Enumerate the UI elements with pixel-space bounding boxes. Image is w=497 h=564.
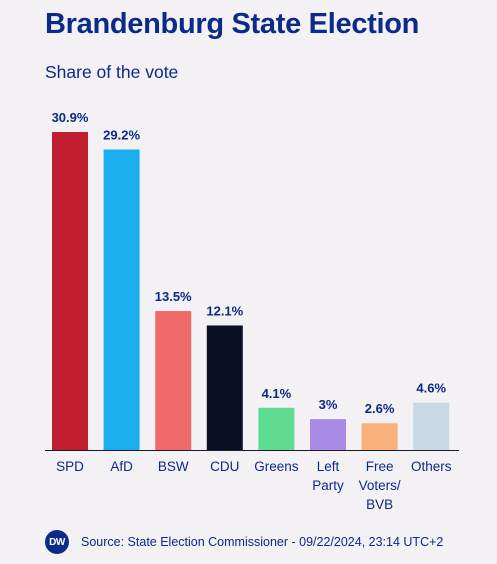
data-label: 29.2% [103, 127, 140, 142]
data-label: 4.6% [416, 381, 446, 396]
category-label: SPD [56, 459, 84, 474]
bar-greens [258, 407, 295, 450]
bar-free-voters-bvb [361, 423, 398, 450]
data-label: 30.9% [52, 110, 89, 125]
category-label: Greens [254, 459, 299, 474]
category-label: BSW [158, 459, 189, 474]
data-label: 13.5% [155, 289, 192, 304]
bar-bsw [155, 311, 192, 450]
data-label: 3% [319, 397, 338, 412]
source-footer: DW Source: State Election Commissioner -… [45, 530, 443, 554]
bar-left-party [310, 419, 346, 450]
data-label: 2.6% [365, 401, 395, 416]
chart-title: Brandenburg State Election [45, 8, 420, 40]
dw-logo-icon: DW [45, 530, 69, 554]
source-text: Source: State Election Commissioner - 09… [81, 535, 444, 549]
category-label: AfD [110, 459, 133, 474]
bar-chart: 30.9% SPD 29.2% AfD 13.5% BSW 12.1% CDU 4.1% Gree… [45, 110, 459, 512]
bar-afd [103, 149, 140, 450]
chart-subtitle: Share of the vote [45, 62, 179, 82]
category-label: CDU [210, 459, 239, 474]
data-label: 4.1% [262, 386, 292, 401]
category-label: Left Party [312, 459, 344, 493]
bar-spd [52, 132, 88, 450]
bar-cdu [206, 325, 243, 450]
category-label: Free Voters/BVB [359, 459, 401, 512]
bar-others [413, 402, 450, 450]
data-label: 12.1% [206, 303, 243, 318]
category-label: Others [411, 459, 452, 474]
